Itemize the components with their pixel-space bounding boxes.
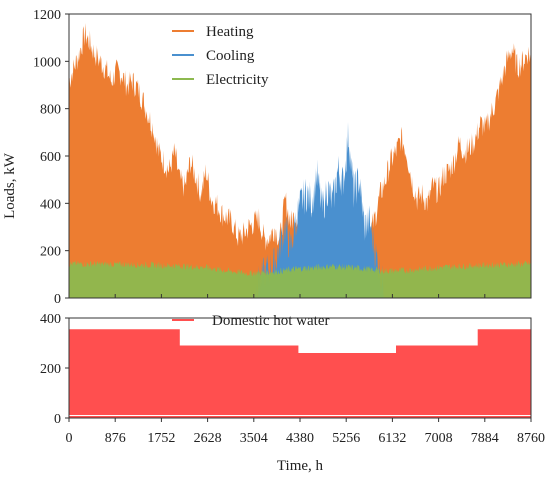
x-tick-label: 3504 (240, 431, 268, 446)
x-tick-label: 1752 (147, 431, 175, 446)
top-y-tick-label: 0 (54, 292, 61, 307)
legend-label-domestic-hot-water: Domestic hot water (212, 313, 329, 329)
bottom-y-tick-label: 400 (40, 312, 61, 327)
x-tick-label: 7884 (471, 431, 499, 446)
x-tick-label: 5256 (332, 431, 360, 446)
x-tick-label: 0 (66, 431, 73, 446)
x-tick-label: 2628 (194, 431, 222, 446)
x-tick-label: 876 (105, 431, 126, 446)
legend-label-cooling: Cooling (206, 48, 255, 64)
bottom-y-tick-label: 200 (40, 362, 61, 377)
series-heating-area (69, 23, 531, 298)
bottom-panel: 0 200 400 0 876 1752 2628 3504 4380 5256 6132 7008 7… (40, 312, 545, 474)
x-tick-label: 4380 (286, 431, 314, 446)
series-electricity-area (69, 260, 531, 298)
top-y-tick-label: 800 (40, 103, 61, 118)
series-domestic-hot-water-area (69, 329, 531, 418)
bottom-y-tick-label: 0 (54, 412, 61, 427)
top-y-tick-label: 600 (40, 150, 61, 165)
y-axis-title: Loads, kW (2, 152, 18, 219)
legend-label-heating: Heating (206, 24, 254, 40)
top-y-tick-label: 400 (40, 197, 61, 212)
x-axis-title: Time, h (277, 458, 324, 474)
legend-label-electricity: Electricity (206, 72, 269, 88)
top-y-tick-label: 1000 (33, 55, 61, 70)
x-tick-label: 8760 (517, 431, 545, 446)
series-cooling-area (253, 122, 386, 298)
top-y-tick-label: 200 (40, 245, 61, 260)
x-tick-label: 6132 (378, 431, 406, 446)
top-y-tick-label: 1200 (33, 8, 61, 23)
top-panel: 0 200 400 600 800 1000 1200 Loads, kW Heating Coo… (2, 8, 532, 307)
x-tick-label: 7008 (425, 431, 453, 446)
